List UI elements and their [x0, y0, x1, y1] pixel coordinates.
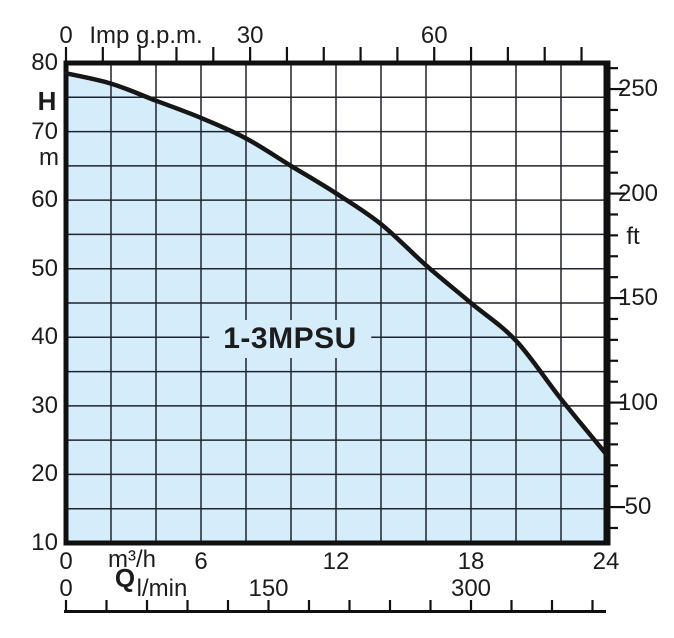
bottom-m3h-tick-label: 0 — [59, 548, 73, 575]
left-axis-tick-label: 40 — [31, 323, 58, 351]
pump-model-label: 1-3MPSU — [209, 320, 371, 358]
bottom-lmin-tick-label: 150 — [248, 575, 289, 602]
right-axis-tick-label: 50 — [624, 493, 652, 521]
right-axis-tick-label: 100 — [617, 388, 659, 416]
bottom-m3h-tick-label: 24 — [592, 548, 620, 575]
left-axis-tick-label: 10 — [31, 529, 58, 556]
bottom-m3h-tick-label: 18 — [457, 548, 485, 575]
left-axis-tick-label: 20 — [31, 460, 58, 488]
left-axis-tick-label: 80 — [31, 49, 58, 76]
left-axis-tick-label: 50 — [31, 254, 58, 282]
left-axis-tick-label: 60 — [31, 186, 58, 214]
top-axis-tick-label: 30 — [236, 22, 264, 49]
right-axis-tick-label: 150 — [617, 284, 659, 312]
bottom-lmin-tick-label: 0 — [59, 575, 73, 602]
left-axis-quantity-label: H — [37, 86, 57, 116]
right-axis-tick-label: 250 — [617, 75, 659, 103]
top-axis-unit-label: Imp g.p.m. — [89, 22, 203, 49]
left-axis-tick-label: 30 — [31, 391, 58, 419]
bottom-lmin-tick-label: 300 — [450, 575, 492, 602]
bottom-lmin-unit-label: l/min — [136, 575, 188, 602]
bottom-m3h-unit-label: m³/h — [108, 546, 156, 573]
bottom-m3h-tick-label: 12 — [322, 548, 350, 575]
left-axis-tick-label: 70 — [31, 117, 58, 145]
right-axis-unit-label: ft — [626, 223, 640, 250]
bottom-m3h-tick-label: 6 — [194, 548, 208, 575]
left-axis-unit-label: m — [39, 144, 59, 171]
head-flow-curve — [63, 71, 609, 457]
top-axis-tick-label: 0 — [59, 22, 73, 49]
top-axis-tick-label: 60 — [420, 22, 448, 49]
right-axis-tick-label: 200 — [617, 179, 659, 207]
bottom-flow-quantity-label: Q — [114, 563, 136, 593]
